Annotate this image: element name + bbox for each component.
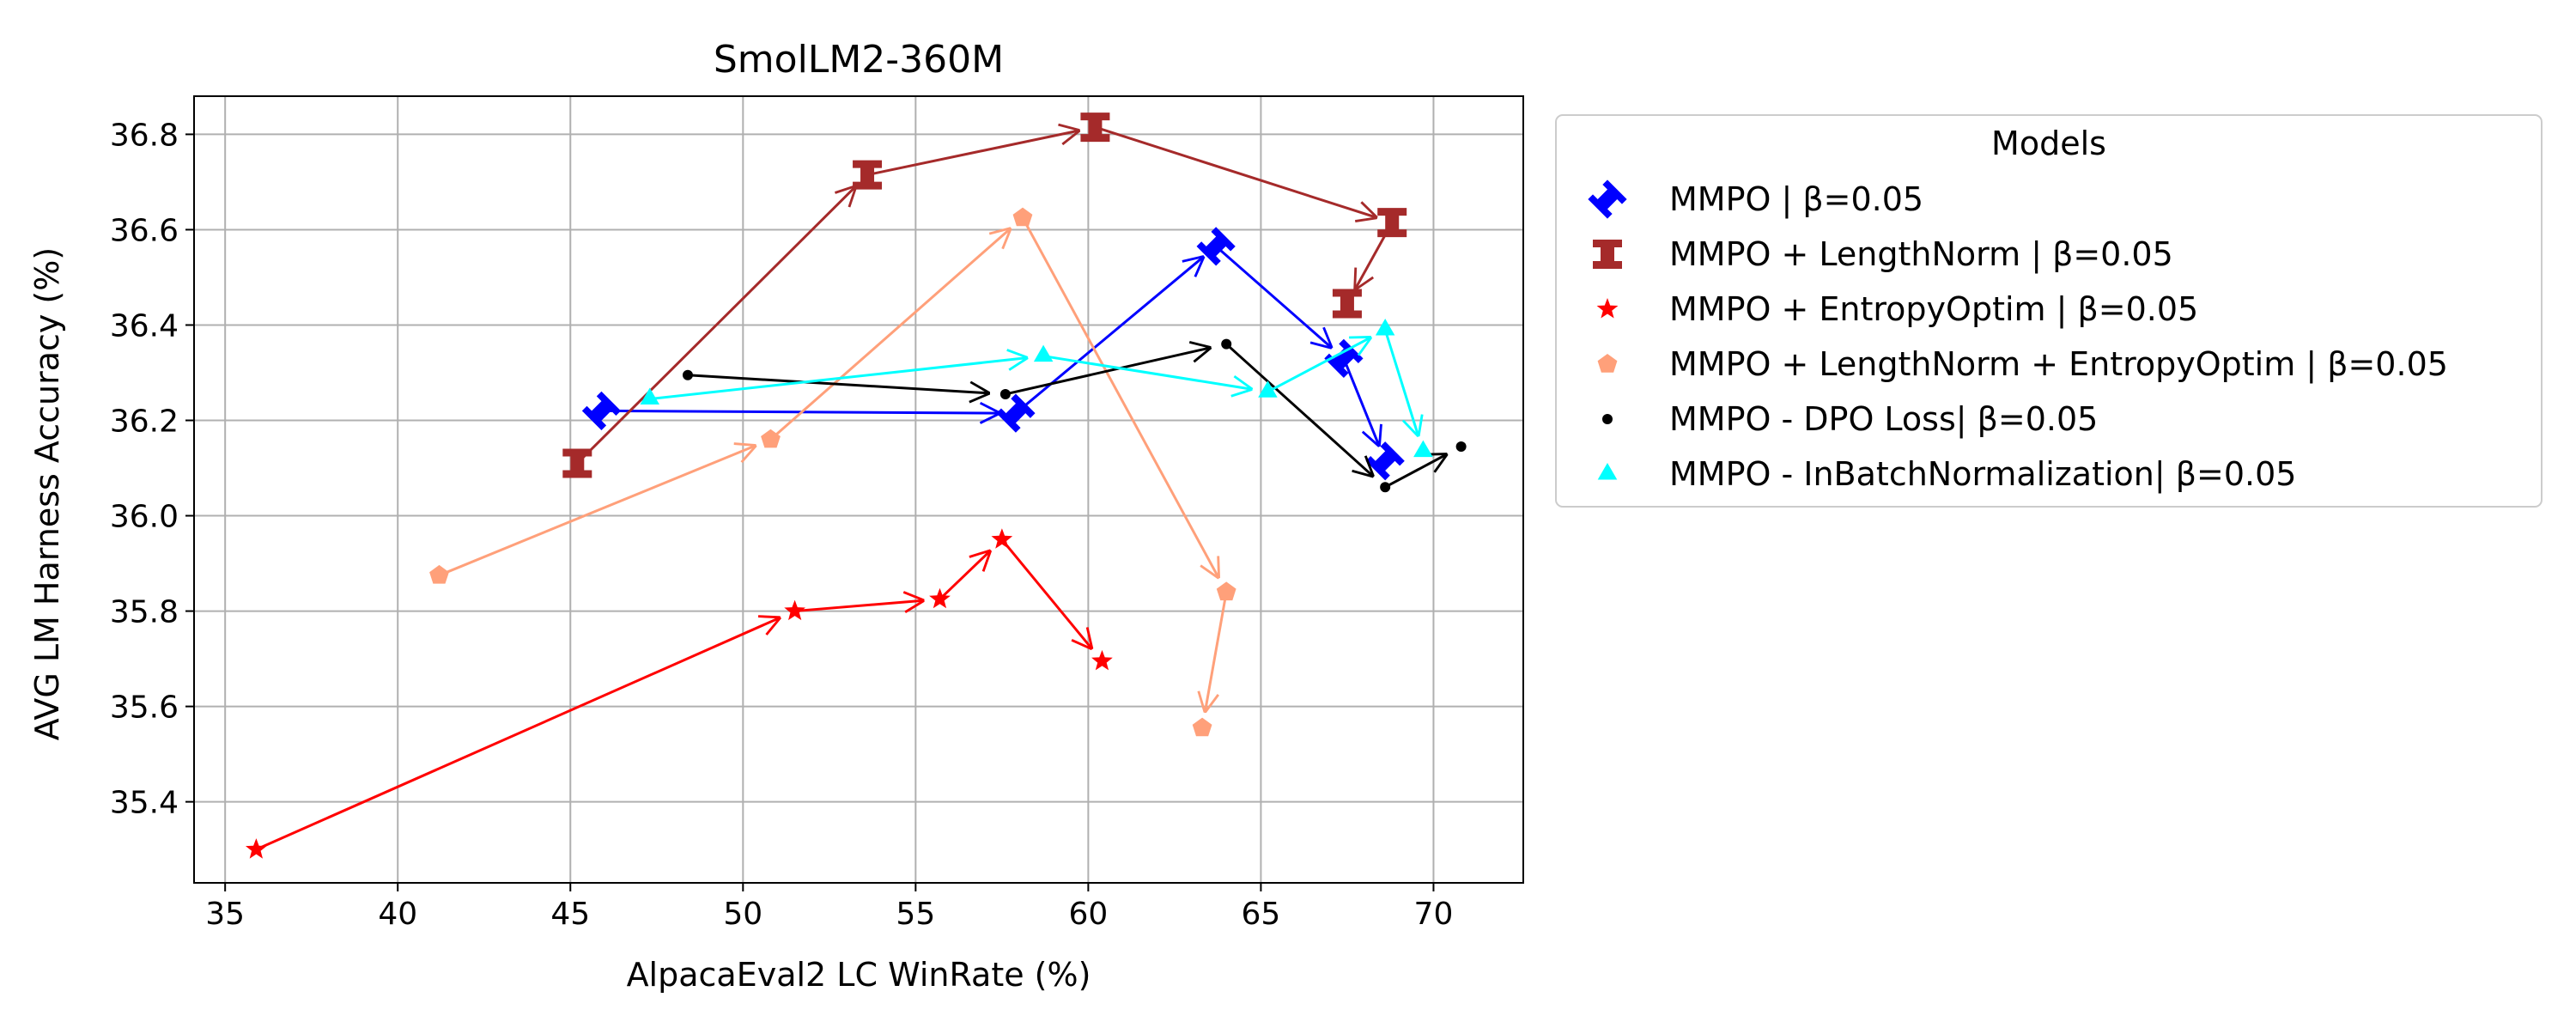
series-group: [429, 207, 1236, 737]
x-tick-label: 70: [1414, 897, 1454, 932]
series-group: [246, 528, 1113, 859]
plot-frame: [193, 95, 1524, 884]
series-arrow: [1383, 329, 1419, 436]
data-point: [1258, 380, 1278, 398]
data-point: [853, 160, 883, 190]
data-point: [1380, 482, 1391, 493]
series-arrow: [438, 446, 756, 577]
y-tick-label: 35.4: [110, 786, 179, 821]
data-point: [1012, 207, 1033, 227]
data-point: [1221, 338, 1232, 350]
data-point: [996, 393, 1036, 433]
legend-marker: [1593, 240, 1622, 269]
series-arrow: [1042, 355, 1253, 390]
legend-marker: [1597, 463, 1618, 480]
x-tick-label: 60: [1068, 897, 1108, 932]
legend-label: MMPO | β=0.05: [1669, 180, 1923, 219]
series-arrow: [1205, 592, 1228, 712]
y-tick-label: 36.0: [110, 500, 179, 535]
data-point: [1332, 289, 1362, 319]
data-point: [429, 564, 449, 584]
series-arrow: [1342, 357, 1380, 447]
series-group: [640, 319, 1433, 458]
grid: [194, 96, 1523, 883]
data-point: [682, 369, 693, 380]
y-axis-label: AVG LM Harness Accuracy (%): [28, 247, 66, 740]
data-point: [640, 387, 659, 404]
series-arrow: [576, 186, 856, 465]
legend: Models MMPO | β=0.05 MMPO + LengthNorm | …: [1555, 114, 2543, 508]
series-arrow: [1014, 256, 1204, 415]
data-point: [929, 587, 951, 609]
legend-box: [1555, 114, 2543, 508]
y-tick-label: 35.8: [110, 595, 179, 630]
y-tick-label: 35.6: [110, 690, 179, 726]
legend-label: MMPO - InBatchNormalization| β=0.05: [1669, 455, 2296, 494]
data-point: [1192, 717, 1212, 737]
data-point: [1377, 208, 1407, 238]
y-tick-label: 36.6: [110, 213, 179, 248]
data-point: [784, 599, 805, 621]
data-point: [562, 448, 592, 478]
axis-ticks: 35 40 45 50 55 60 65 70 35.4 35.6 35.8 36.0 36.2 36.4…: [110, 118, 1454, 932]
series-arrow: [1267, 337, 1371, 393]
series-arrow: [1215, 245, 1332, 349]
series-arrow: [866, 131, 1080, 177]
series: [246, 113, 1467, 859]
data-point: [999, 388, 1011, 399]
data-point: [991, 528, 1013, 549]
data-point: [1080, 113, 1110, 143]
series-arrow: [1225, 343, 1374, 477]
legend-title: Models: [1991, 125, 2106, 162]
series-arrow: [1021, 216, 1219, 579]
series-arrow: [255, 617, 781, 851]
legend-marker: [1597, 354, 1618, 373]
x-tick-label: 40: [378, 897, 417, 932]
series-group: [562, 113, 1407, 478]
series-arrow: [1094, 125, 1377, 218]
x-tick-label: 35: [205, 897, 245, 932]
x-tick-label: 50: [723, 897, 762, 932]
series-arrow: [1005, 348, 1212, 396]
series-group: [682, 338, 1467, 493]
data-point: [761, 429, 781, 448]
legend-label: MMPO - DPO Loss| β=0.05: [1669, 400, 2098, 439]
legend-marker: [1602, 414, 1613, 424]
series-group: [581, 227, 1405, 481]
y-tick-label: 36.8: [110, 118, 179, 153]
data-point: [1033, 344, 1054, 362]
y-tick-label: 36.4: [110, 308, 179, 344]
legend-marker: [1596, 298, 1619, 319]
series-arrow: [769, 228, 1011, 441]
data-point: [1091, 649, 1113, 671]
data-point: [1216, 581, 1236, 601]
series-arrow: [649, 358, 1028, 401]
x-tick-label: 55: [896, 897, 935, 932]
data-point: [1455, 441, 1467, 453]
data-point: [246, 838, 267, 859]
series-arrow: [1000, 538, 1092, 649]
x-tick-label: 65: [1242, 897, 1281, 932]
legend-label: MMPO + LengthNorm | β=0.05: [1669, 235, 2173, 274]
legend-label: MMPO + LengthNorm + EntropyOptim | β=0.0…: [1669, 345, 2448, 384]
series-arrow: [939, 550, 990, 600]
series-arrow: [1384, 454, 1448, 489]
x-axis-label: AlpacaEval2 LC WinRate (%): [627, 956, 1091, 994]
series-arrow: [794, 600, 925, 611]
series-arrow: [687, 374, 990, 393]
data-point: [1413, 440, 1433, 458]
x-tick-label: 45: [550, 897, 590, 932]
legend-label: MMPO + EntropyOptim | β=0.05: [1669, 290, 2198, 329]
data-point: [1375, 319, 1395, 336]
y-tick-label: 36.2: [110, 404, 179, 440]
chart-title: SmolLM2-360M: [714, 38, 1004, 82]
